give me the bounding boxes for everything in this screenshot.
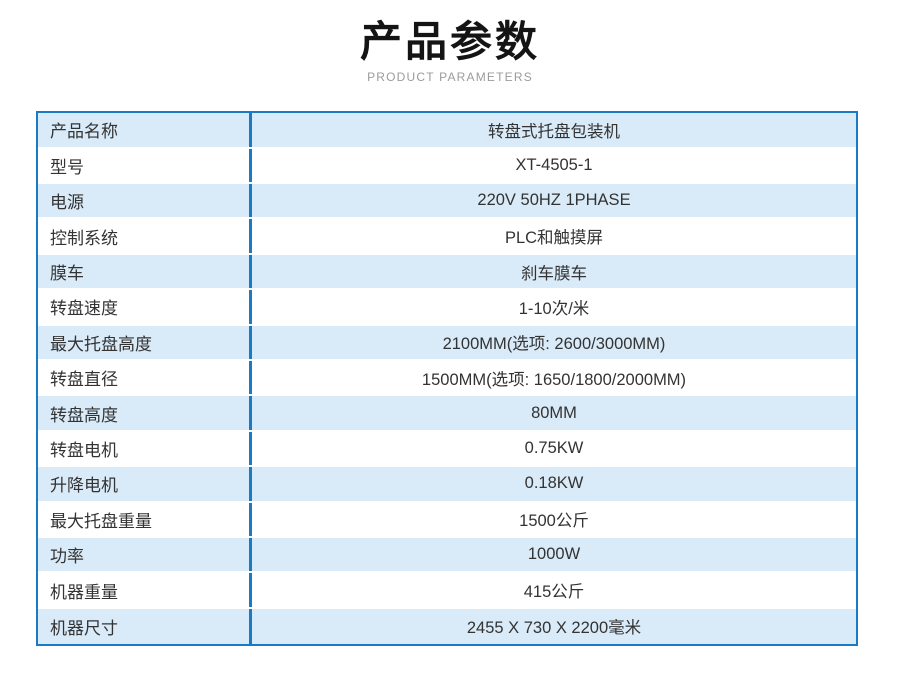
- table-row: 机器尺寸 2455 X 730 X 2200毫米: [38, 608, 856, 645]
- table-row: 转盘速度 1-10次/米: [38, 290, 856, 326]
- table-row: 转盘电机 0.75KW: [38, 431, 856, 468]
- param-label-cell: 最大托盘重量: [38, 502, 252, 536]
- table-row: 电源 220V 50HZ 1PHASE: [38, 184, 856, 220]
- param-label-cell: 转盘速度: [38, 290, 252, 324]
- table-row: 最大托盘高度 2100MM(选项: 2600/3000MM): [38, 325, 856, 362]
- page-subtitle: PRODUCT PARAMETERS: [367, 70, 533, 85]
- page-title: 产品参数: [359, 18, 540, 65]
- param-value-cell: 1500MM(选项: 1650/1800/2000MM): [421, 370, 687, 389]
- param-value-cell: 1-10次/米: [518, 299, 590, 318]
- table-row: 升降电机 0.18KW: [38, 467, 856, 503]
- table-row: 功率 1000W: [38, 537, 856, 574]
- param-label-cell: 膜车: [38, 254, 252, 289]
- param-label-cell: 产品名称: [38, 113, 252, 147]
- table-row: 型号 XT-4505-1: [38, 148, 856, 185]
- table-row: 膜车 刹车膜车: [38, 254, 856, 291]
- param-value-cell: 80MM: [531, 403, 577, 422]
- param-label-cell: 最大托盘高度: [38, 325, 252, 360]
- param-value-cell: XT-4505-1: [515, 155, 593, 174]
- param-label-cell: 转盘直径: [38, 361, 252, 395]
- param-label-cell: 机器尺寸: [38, 608, 252, 645]
- param-value-cell: 2100MM(选项: 2600/3000MM): [442, 335, 666, 354]
- page-header: 产品参数 PRODUCT PARAMETERS: [0, 0, 900, 84]
- param-value-cell: 1500公斤: [519, 512, 589, 531]
- param-label-cell: 机器重量: [38, 573, 252, 607]
- param-label-cell: 电源: [38, 184, 252, 218]
- param-label-cell: 转盘高度: [38, 396, 252, 430]
- table-row: 控制系统 PLC和触摸屏: [38, 219, 856, 255]
- table-row: 转盘直径 1500MM(选项: 1650/1800/2000MM): [38, 361, 856, 397]
- param-label-cell: 控制系统: [38, 219, 252, 253]
- table-row: 机器重量 415公斤: [38, 573, 856, 609]
- param-value-cell: 2455 X 730 X 2200毫米: [466, 619, 642, 638]
- param-value-cell: 415公斤: [523, 583, 585, 602]
- param-label-cell: 转盘电机: [38, 431, 252, 466]
- product-parameters-table: 产品名称 转盘式托盘包装机 型号 XT-4505-1 电源 220V 50HZ …: [36, 111, 858, 647]
- param-value-cell: PLC和触摸屏: [504, 229, 604, 248]
- table-row: 转盘高度 80MM: [38, 396, 856, 432]
- param-value-cell: 0.18KW: [524, 474, 584, 493]
- param-value-cell: 220V 50HZ 1PHASE: [477, 191, 631, 210]
- param-value-cell: 转盘式托盘包装机: [488, 122, 620, 141]
- table-row: 产品名称 转盘式托盘包装机: [38, 113, 856, 149]
- param-label-cell: 型号: [38, 148, 252, 183]
- table-row: 最大托盘重量 1500公斤: [38, 502, 856, 538]
- param-value-cell: 刹车膜车: [521, 264, 587, 283]
- param-value-cell: 1000W: [527, 545, 581, 564]
- param-value-cell: 0.75KW: [524, 439, 584, 457]
- param-label-cell: 功率: [38, 537, 252, 572]
- param-label-cell: 升降电机: [38, 467, 252, 501]
